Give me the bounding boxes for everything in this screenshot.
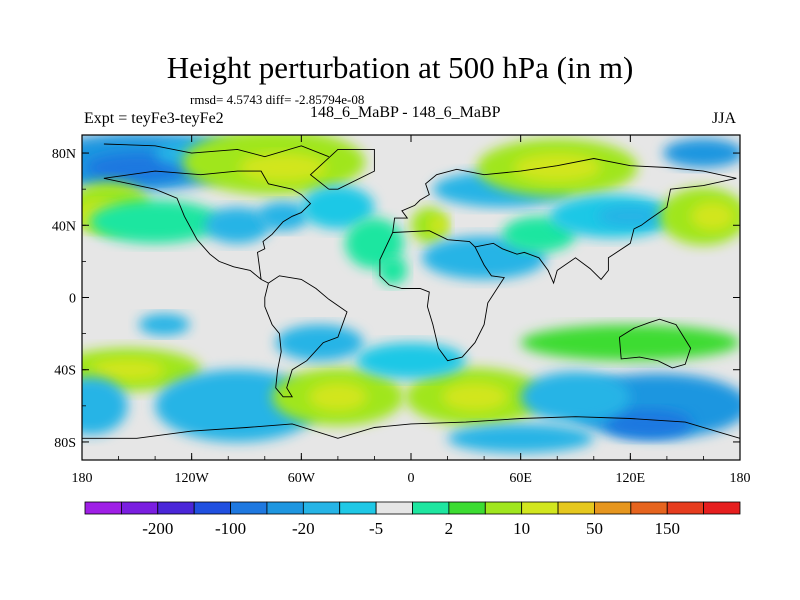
colorbar: -200 -100 -20 -5 2 10 50 150 bbox=[84, 501, 741, 538]
colorbar-label-4: 2 bbox=[445, 519, 454, 538]
field-region-11 bbox=[345, 218, 404, 269]
contour-fill-layer bbox=[82, 135, 740, 453]
field-region-40 bbox=[447, 423, 594, 453]
colorbar-box-12 bbox=[521, 501, 559, 515]
colorbar-box-5 bbox=[266, 501, 304, 515]
experiment-label: Expt = teyFe3-teyFe2 bbox=[84, 110, 224, 127]
continent-outline-4 bbox=[392, 158, 737, 233]
field-region-38 bbox=[604, 409, 693, 439]
x-tick-label-1: 120W bbox=[175, 471, 210, 486]
colorbar-label-5: 10 bbox=[513, 519, 530, 538]
field-region-9 bbox=[257, 201, 309, 231]
x-tick-label-0: 180 bbox=[72, 471, 93, 486]
chart-title: Height perturbation at 500 hPa (in m) bbox=[166, 50, 634, 85]
y-tick-label-0: 80N bbox=[52, 147, 76, 162]
field-region-24 bbox=[663, 138, 740, 168]
colorbar-box-4 bbox=[230, 501, 268, 515]
continent-outline-7 bbox=[618, 318, 692, 369]
colorbar-label-0: -200 bbox=[142, 519, 173, 538]
colorbar-box-13 bbox=[557, 501, 595, 515]
y-tick-label-4: 80S bbox=[54, 436, 76, 451]
field-region-8 bbox=[204, 207, 271, 244]
stats-label: rmsd= 4.5743 diff= -2.85794e-08 bbox=[190, 92, 365, 107]
y-tick-label-1: 40N bbox=[52, 219, 76, 234]
field-region-23 bbox=[690, 201, 735, 231]
x-tick-label-6: 180 bbox=[730, 471, 751, 486]
colorbar-label-2: -20 bbox=[292, 519, 315, 538]
x-tick-label-4: 60E bbox=[509, 471, 532, 486]
colorbar-box-2 bbox=[157, 501, 195, 515]
field-region-10 bbox=[301, 185, 375, 229]
continent-outline-0 bbox=[103, 143, 329, 158]
colorbar-box-14 bbox=[594, 501, 632, 515]
season-label: JJA bbox=[712, 110, 737, 127]
field-region-28 bbox=[138, 313, 190, 336]
field-region-36 bbox=[520, 324, 740, 361]
colorbar-label-6: 50 bbox=[586, 519, 603, 538]
field-region-19 bbox=[513, 153, 602, 182]
axis-layer: 180 120W 60W 0 60E 120E 180 80N 40N 0 40S 80S bbox=[52, 135, 751, 486]
continent-outline-8 bbox=[82, 416, 740, 439]
colorbar-box-6 bbox=[302, 501, 341, 515]
colorbar-label-3: -5 bbox=[369, 519, 383, 538]
x-tick-label-5: 120E bbox=[616, 471, 646, 486]
colorbar-box-10 bbox=[448, 501, 486, 515]
x-tick-label-2: 60W bbox=[288, 471, 316, 486]
field-region-39 bbox=[520, 371, 631, 423]
colorbar-box-1 bbox=[120, 501, 159, 515]
continent-outline-5 bbox=[379, 230, 505, 362]
field-region-26 bbox=[91, 358, 165, 381]
y-tick-label-2: 0 bbox=[69, 292, 76, 307]
y-tick-label-3: 40S bbox=[54, 364, 76, 379]
field-region-14 bbox=[429, 216, 448, 235]
field-region-27 bbox=[82, 376, 128, 435]
colorbar-box-16 bbox=[666, 501, 705, 515]
field-region-5 bbox=[89, 200, 221, 244]
colorbar-label-7: 150 bbox=[654, 519, 680, 538]
colorbar-box-3 bbox=[193, 501, 231, 515]
continent-outline-2 bbox=[264, 275, 348, 398]
continent-outline-1 bbox=[103, 177, 269, 284]
field-region-7 bbox=[239, 153, 327, 182]
continent-outline-3 bbox=[103, 170, 312, 280]
colorbar-box-9 bbox=[412, 501, 450, 515]
field-region-32 bbox=[275, 324, 364, 361]
field-region-31 bbox=[308, 382, 368, 412]
field-region-35 bbox=[356, 342, 466, 379]
colorbar-box-15 bbox=[630, 501, 668, 515]
colorbar-box-0 bbox=[84, 501, 122, 515]
colorbar-box-8 bbox=[375, 501, 413, 515]
continent-outline-9 bbox=[309, 148, 375, 190]
colorbar-box-7 bbox=[339, 501, 377, 515]
colorbar-label-1: -100 bbox=[215, 519, 246, 538]
colorbar-box-11 bbox=[484, 501, 523, 515]
continent-outline-layer bbox=[82, 143, 740, 439]
case-label: 148_6_MaBP - 148_6_MaBP bbox=[310, 104, 501, 121]
colorbar-box-17 bbox=[703, 501, 741, 515]
x-tick-label-3: 0 bbox=[408, 471, 415, 486]
field-region-12 bbox=[378, 255, 408, 285]
continent-outline-6 bbox=[474, 177, 737, 285]
field-region-34 bbox=[442, 382, 508, 412]
